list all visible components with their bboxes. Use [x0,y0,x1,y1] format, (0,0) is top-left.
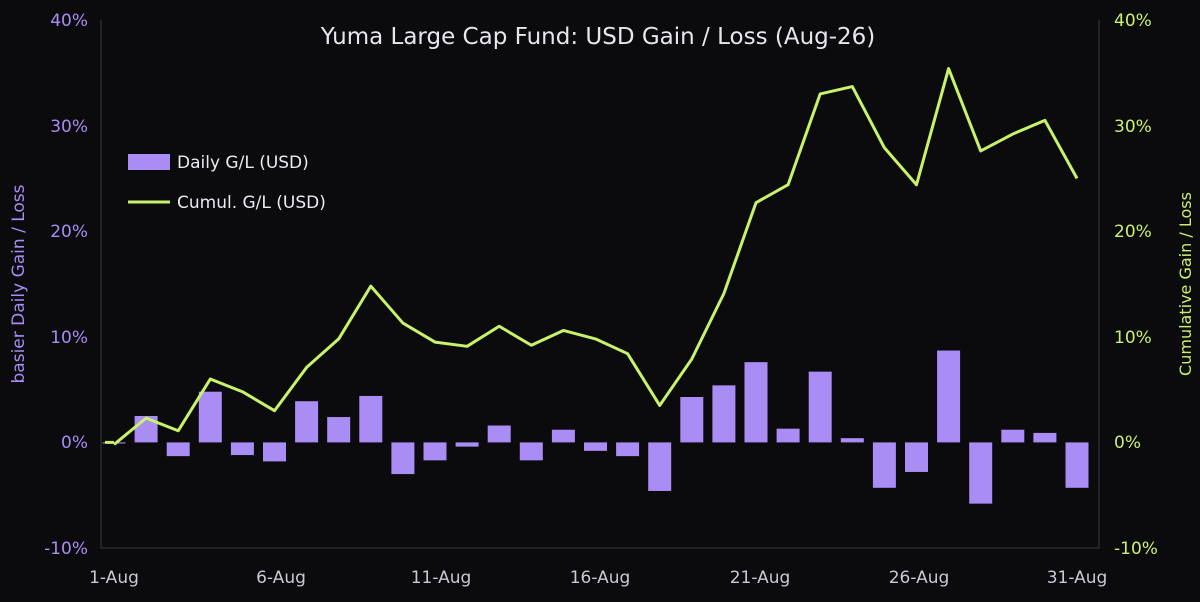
daily-gl-bar [359,395,383,443]
daily-gl-bar [776,428,800,443]
daily-gl-bar [616,442,640,457]
legend-bar-label: Daily G/L (USD) [177,153,309,173]
daily-gl-bar [969,442,993,504]
right-tick-label: 40% [1114,11,1152,31]
bars-layer [102,350,1089,504]
daily-gl-bar [487,425,511,443]
left-tick-label: 40% [50,11,88,31]
daily-gl-bar [680,396,704,443]
legend-bar-swatch [128,154,170,170]
daily-gl-bar [198,391,222,443]
right-tick-label: -10% [1114,539,1158,559]
x-tick-label: 26-Aug [889,568,950,588]
x-tick-label: 1-Aug [89,568,139,588]
x-ticks: 1-Aug 6-Aug 11-Aug 16-Aug 21-Aug 26-Aug … [89,568,1107,588]
left-y-ticks: 40% 30% 20% 10% 0% -10% [44,11,88,559]
left-tick-label: 20% [50,222,88,242]
daily-gl-bar [584,442,607,451]
daily-gl-bar [166,442,190,457]
daily-gl-bar [808,371,832,443]
left-axis-label: basier Daily Gain / Loss [9,184,29,383]
right-tick-label: 0% [1114,433,1141,453]
daily-gl-bar [295,401,319,443]
daily-gl-bar [744,362,768,443]
daily-gl-bar [455,442,479,447]
daily-gl-bar [937,350,961,443]
daily-gl-bar [263,442,286,462]
daily-gl-bar [1065,442,1089,488]
daily-gl-bar [423,442,447,461]
daily-gl-bar [519,442,543,461]
chart-title: Yuma Large Cap Fund: USD Gain / Loss (Au… [320,24,876,50]
right-y-ticks: 40% 30% 20% 10% 0% -10% [1114,11,1158,559]
daily-gl-bar [1001,429,1025,443]
cumulative-gl-line [113,67,1079,446]
daily-gl-bar [327,417,351,443]
legend-line-label: Cumul. G/L (USD) [177,193,326,213]
left-tick-label: 30% [50,117,88,137]
x-tick-label: 21-Aug [730,568,791,588]
left-tick-label: 0% [61,433,88,453]
daily-gl-bar [872,442,896,488]
x-tick-label: 11-Aug [411,568,472,588]
daily-gl-bar [230,442,254,456]
x-tick-label: 16-Aug [570,568,631,588]
right-tick-label: 20% [1114,222,1152,242]
line-layer [105,67,1079,446]
daily-gl-bar [712,385,736,443]
left-tick-label: 10% [50,328,88,348]
daily-gl-bar [1033,432,1057,443]
x-tick-label: 6-Aug [256,568,306,588]
x-tick-label: 31-Aug [1047,568,1108,588]
daily-gl-bar [840,438,864,443]
daily-gl-bar [391,442,415,475]
right-tick-label: 30% [1114,117,1152,137]
daily-gl-bar [551,429,575,443]
left-tick-label: -10% [44,539,88,559]
daily-gl-bar [648,442,672,491]
daily-gl-bar [905,442,928,472]
right-tick-label: 10% [1114,328,1152,348]
right-axis-label: Cumulative Gain / Loss [1176,192,1195,376]
legend: Daily G/L (USD) Cumul. G/L (USD) [128,153,326,213]
